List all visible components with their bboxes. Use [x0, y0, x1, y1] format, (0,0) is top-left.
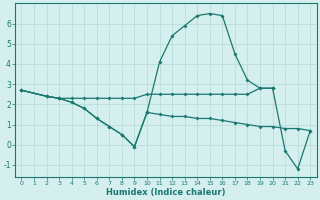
X-axis label: Humidex (Indice chaleur): Humidex (Indice chaleur) [106, 188, 226, 197]
